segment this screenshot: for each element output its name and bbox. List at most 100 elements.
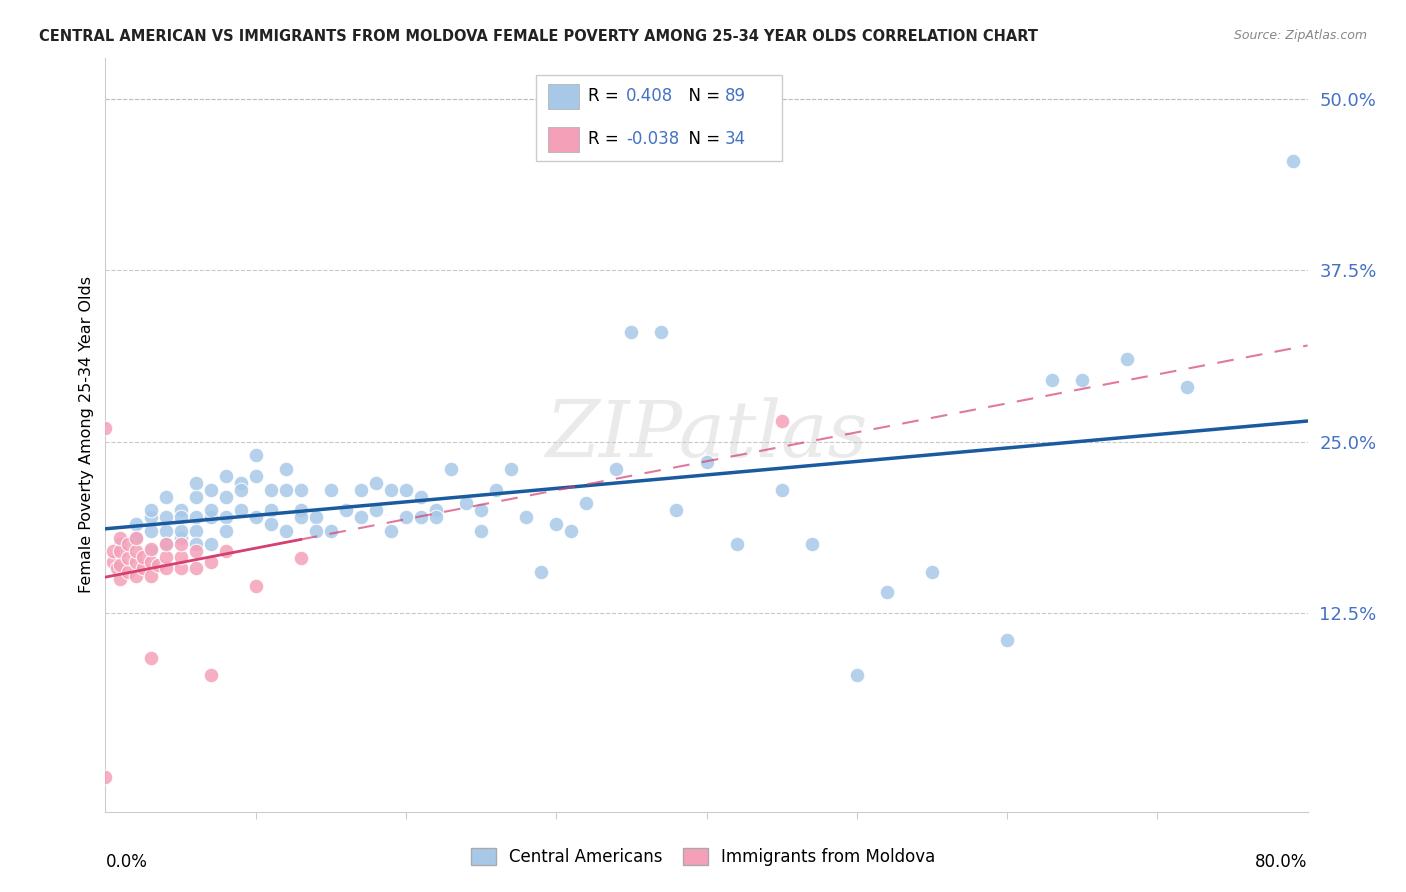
Point [845, 667, 868, 681]
Point [110, 572, 132, 586]
Point [139, 544, 162, 558]
Point [605, 462, 627, 476]
Point [1177, 380, 1199, 394]
Point [155, 510, 177, 524]
Point [409, 510, 432, 524]
Point [214, 490, 236, 504]
Point [290, 551, 312, 566]
Point [260, 503, 283, 517]
Point [380, 524, 402, 538]
Point [169, 537, 191, 551]
Point [575, 496, 598, 510]
Point [155, 537, 177, 551]
Point [245, 449, 267, 463]
Point [132, 561, 155, 575]
Point [169, 510, 191, 524]
Point [665, 503, 688, 517]
Legend: Central Americans, Immigrants from Moldova: Central Americans, Immigrants from Moldo… [464, 841, 942, 873]
Point [515, 510, 537, 524]
Point [560, 524, 582, 538]
Point [124, 569, 146, 583]
Point [770, 414, 793, 428]
Point [214, 544, 236, 558]
Point [200, 503, 222, 517]
Point [921, 565, 943, 579]
Point [214, 524, 236, 538]
Point [501, 462, 523, 476]
Point [305, 524, 328, 538]
Point [1116, 352, 1139, 367]
Point [184, 561, 207, 575]
Text: 89: 89 [724, 87, 745, 104]
Point [470, 503, 492, 517]
Point [200, 483, 222, 497]
Point [117, 537, 139, 551]
Point [456, 496, 478, 510]
Point [364, 503, 387, 517]
Point [155, 524, 177, 538]
Point [620, 325, 643, 339]
Point [335, 503, 357, 517]
Point [184, 544, 207, 558]
Point [117, 565, 139, 579]
Point [117, 551, 139, 566]
Point [139, 651, 162, 665]
Point [169, 561, 191, 575]
Point [770, 483, 793, 497]
FancyBboxPatch shape [548, 84, 579, 109]
Point [124, 531, 146, 545]
Point [1281, 153, 1303, 168]
Point [110, 544, 132, 558]
Point [139, 503, 162, 517]
Point [319, 524, 342, 538]
Point [101, 555, 124, 569]
Text: ZIPatlas: ZIPatlas [546, 397, 868, 473]
Point [290, 510, 312, 524]
Point [184, 524, 207, 538]
Point [110, 558, 132, 572]
Point [245, 510, 267, 524]
Point [139, 524, 162, 538]
Point [139, 569, 162, 583]
Point [274, 524, 297, 538]
Point [124, 531, 146, 545]
Point [245, 469, 267, 483]
Point [184, 510, 207, 524]
Point [169, 549, 191, 564]
Point [124, 555, 146, 569]
Point [169, 531, 191, 545]
Text: N =: N = [678, 129, 725, 148]
Text: R =: R = [588, 129, 623, 148]
Point [139, 510, 162, 524]
Text: N =: N = [678, 87, 725, 104]
Point [800, 537, 823, 551]
Point [101, 544, 124, 558]
Point [725, 537, 748, 551]
Text: 80.0%: 80.0% [1256, 853, 1308, 871]
Point [350, 510, 373, 524]
Point [260, 516, 283, 531]
Point [94, 771, 117, 785]
Text: R =: R = [588, 87, 623, 104]
Point [319, 483, 342, 497]
Point [169, 524, 191, 538]
Point [425, 503, 447, 517]
Point [350, 483, 373, 497]
Point [650, 325, 672, 339]
Point [290, 503, 312, 517]
FancyBboxPatch shape [548, 127, 579, 153]
Point [124, 544, 146, 558]
Point [110, 537, 132, 551]
Point [245, 578, 267, 592]
Point [425, 510, 447, 524]
Text: -0.038: -0.038 [626, 129, 679, 148]
Point [995, 633, 1018, 648]
Point [214, 510, 236, 524]
Point [94, 421, 117, 435]
Text: 0.408: 0.408 [626, 87, 673, 104]
Point [485, 483, 508, 497]
Point [200, 555, 222, 569]
Point [290, 483, 312, 497]
Point [546, 516, 568, 531]
Point [184, 490, 207, 504]
